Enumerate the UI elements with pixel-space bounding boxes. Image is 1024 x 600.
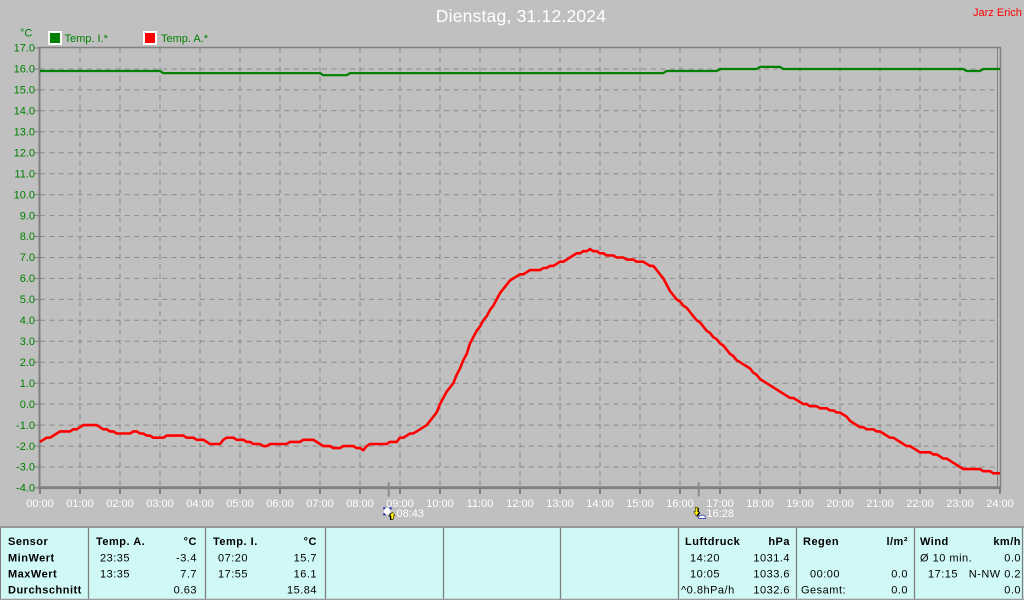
svg-text:°C: °C (184, 536, 197, 548)
svg-text:-3.0: -3.0 (16, 462, 35, 474)
svg-text:14.0: 14.0 (14, 106, 35, 118)
svg-text:16.0: 16.0 (14, 64, 35, 76)
svg-text:10:00: 10:00 (426, 498, 454, 510)
svg-text:03:00: 03:00 (146, 498, 174, 510)
svg-text:Temp. A.: Temp. A. (96, 536, 145, 548)
svg-text:12.0: 12.0 (14, 147, 35, 159)
svg-text:-4.0: -4.0 (16, 483, 35, 495)
svg-text:11.0: 11.0 (14, 168, 35, 180)
svg-text:0.0: 0.0 (1004, 585, 1021, 597)
svg-text:08:43: 08:43 (397, 508, 425, 520)
svg-text:MinWert: MinWert (8, 553, 55, 565)
svg-text:Regen: Regen (803, 536, 839, 548)
svg-text:04:00: 04:00 (186, 498, 214, 510)
svg-text:14:20: 14:20 (690, 553, 720, 565)
svg-text:1032.6: 1032.6 (753, 585, 790, 597)
svg-text:4.0: 4.0 (20, 315, 35, 327)
svg-text:-2.0: -2.0 (16, 441, 35, 453)
svg-text:Durchschnitt: Durchschnitt (8, 585, 82, 597)
svg-text:hPa: hPa (768, 536, 790, 548)
svg-text:km/h: km/h (993, 536, 1021, 548)
svg-text:°C: °C (304, 536, 317, 548)
svg-text:23:35: 23:35 (100, 553, 130, 565)
svg-text:8.0: 8.0 (20, 231, 35, 243)
svg-text:13:35: 13:35 (100, 569, 130, 581)
svg-text:Temp. I.*: Temp. I.* (65, 33, 109, 45)
svg-text:1.0: 1.0 (20, 378, 35, 390)
svg-text:18:00: 18:00 (746, 498, 774, 510)
svg-text:15.84: 15.84 (287, 585, 317, 597)
svg-text:Jarz Erich: Jarz Erich (973, 7, 1022, 19)
svg-text:1033.6: 1033.6 (753, 569, 790, 581)
svg-text:0.0: 0.0 (20, 399, 35, 411)
svg-text:21:00: 21:00 (866, 498, 894, 510)
svg-text:1031.4: 1031.4 (753, 553, 790, 565)
svg-text:08:00: 08:00 (346, 498, 374, 510)
svg-text:16.1: 16.1 (294, 569, 317, 581)
svg-text:5.0: 5.0 (20, 294, 35, 306)
svg-text:10:05: 10:05 (690, 569, 720, 581)
svg-text:22:00: 22:00 (906, 498, 934, 510)
svg-text:00:00: 00:00 (810, 569, 840, 581)
svg-text:15.7: 15.7 (294, 553, 317, 565)
svg-text:-3.4: -3.4 (176, 553, 197, 565)
svg-text:0.0: 0.0 (891, 585, 908, 597)
svg-text:°C: °C (20, 28, 32, 40)
svg-text:07:00: 07:00 (306, 498, 334, 510)
svg-text:02:00: 02:00 (106, 498, 134, 510)
svg-text:23:00: 23:00 (946, 498, 974, 510)
svg-text:2.0: 2.0 (20, 357, 35, 369)
svg-text:13:00: 13:00 (546, 498, 574, 510)
svg-text:^0.8hPa/h: ^0.8hPa/h (681, 585, 735, 597)
svg-text:15:00: 15:00 (626, 498, 654, 510)
svg-text:17:00: 17:00 (706, 498, 734, 510)
svg-text:12:00: 12:00 (506, 498, 534, 510)
svg-text:l/m²: l/m² (886, 536, 908, 548)
svg-text:3.0: 3.0 (20, 336, 35, 348)
svg-text:16:00: 16:00 (666, 498, 694, 510)
svg-text:11:00: 11:00 (467, 498, 494, 510)
svg-text:N-NW 0.2: N-NW 0.2 (969, 569, 1021, 581)
svg-text:7.0: 7.0 (20, 252, 35, 264)
svg-text:Luftdruck: Luftdruck (685, 536, 741, 548)
svg-text:0.0: 0.0 (891, 569, 908, 581)
svg-text:10.0: 10.0 (14, 189, 35, 201)
svg-text:Temp. A.*: Temp. A.* (161, 33, 209, 45)
svg-text:6.0: 6.0 (20, 273, 35, 285)
svg-text:16:28: 16:28 (707, 508, 735, 520)
svg-text:-1.0: -1.0 (16, 420, 35, 432)
svg-text:06:00: 06:00 (266, 498, 294, 510)
svg-text:9.0: 9.0 (20, 210, 35, 222)
svg-text:24:00: 24:00 (986, 498, 1014, 510)
svg-text:Dienstag, 31.12.2024: Dienstag, 31.12.2024 (436, 6, 606, 26)
svg-text:14:00: 14:00 (586, 498, 614, 510)
svg-text:13.0: 13.0 (14, 127, 35, 139)
svg-text:09:00: 09:00 (386, 498, 414, 510)
svg-text:01:00: 01:00 (66, 498, 94, 510)
svg-text:19:00: 19:00 (786, 498, 814, 510)
svg-text:Sensor: Sensor (8, 536, 49, 548)
svg-text:00:00: 00:00 (26, 498, 54, 510)
svg-text:17:55: 17:55 (218, 569, 248, 581)
svg-text:05:00: 05:00 (226, 498, 254, 510)
svg-text:15.0: 15.0 (14, 85, 35, 97)
svg-text:Temp. I.: Temp. I. (213, 536, 258, 548)
svg-text:0.63: 0.63 (174, 585, 197, 597)
svg-text:7.7: 7.7 (180, 569, 197, 581)
svg-text:07:20: 07:20 (218, 553, 248, 565)
svg-text:20:00: 20:00 (826, 498, 854, 510)
svg-text:Wind: Wind (920, 536, 949, 548)
svg-text:Gesamt:: Gesamt: (801, 585, 846, 597)
svg-text:17.0: 17.0 (14, 43, 35, 55)
svg-text:17:15: 17:15 (928, 569, 958, 581)
svg-text:0.0: 0.0 (1004, 553, 1021, 565)
svg-text:MaxWert: MaxWert (8, 569, 57, 581)
svg-text:Ø 10 min.: Ø 10 min. (920, 553, 972, 565)
